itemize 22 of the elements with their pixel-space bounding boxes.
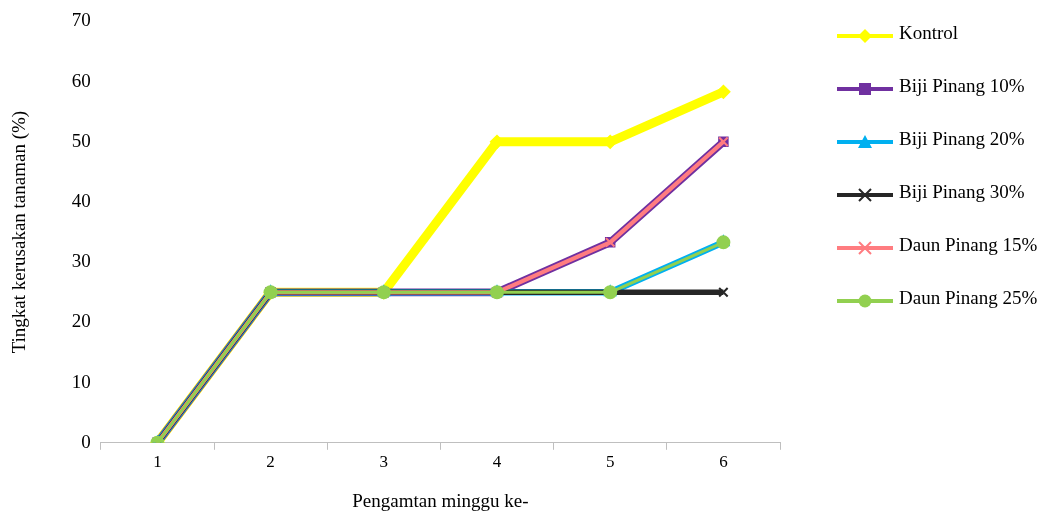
x-tick-label: 1	[153, 452, 162, 472]
legend-label: Daun Pinang 25%	[899, 287, 1038, 309]
y-axis-title: Tingkat kerusakan tanaman (%)	[8, 110, 31, 354]
y-tick-label: 70	[71, 9, 91, 31]
y-tick-label: 60	[71, 69, 91, 91]
legend-label: Kontrol	[899, 22, 959, 44]
y-tick-label: 10	[71, 370, 91, 392]
legend-label: Daun Pinang 15%	[899, 234, 1038, 256]
y-tick-label: 0	[81, 430, 91, 452]
y-tick-label: 40	[71, 189, 91, 211]
legend-label: Biji Pinang 20%	[899, 128, 1025, 150]
y-tick-label: 30	[71, 250, 91, 272]
x-tick-label: 3	[379, 452, 389, 472]
y-tick-label: 20	[71, 310, 91, 332]
legend-label: Biji Pinang 30%	[899, 181, 1025, 203]
y-tick-label: 50	[71, 129, 91, 151]
x-axis-title: Pengamtan minggu ke-	[352, 489, 529, 511]
x-tick-label: 5	[605, 452, 615, 472]
legend-label: Biji Pinang 10%	[899, 75, 1025, 97]
x-tick-label: 2	[266, 452, 275, 472]
x-tick-label: 6	[719, 452, 728, 472]
x-tick-label: 4	[492, 452, 502, 472]
